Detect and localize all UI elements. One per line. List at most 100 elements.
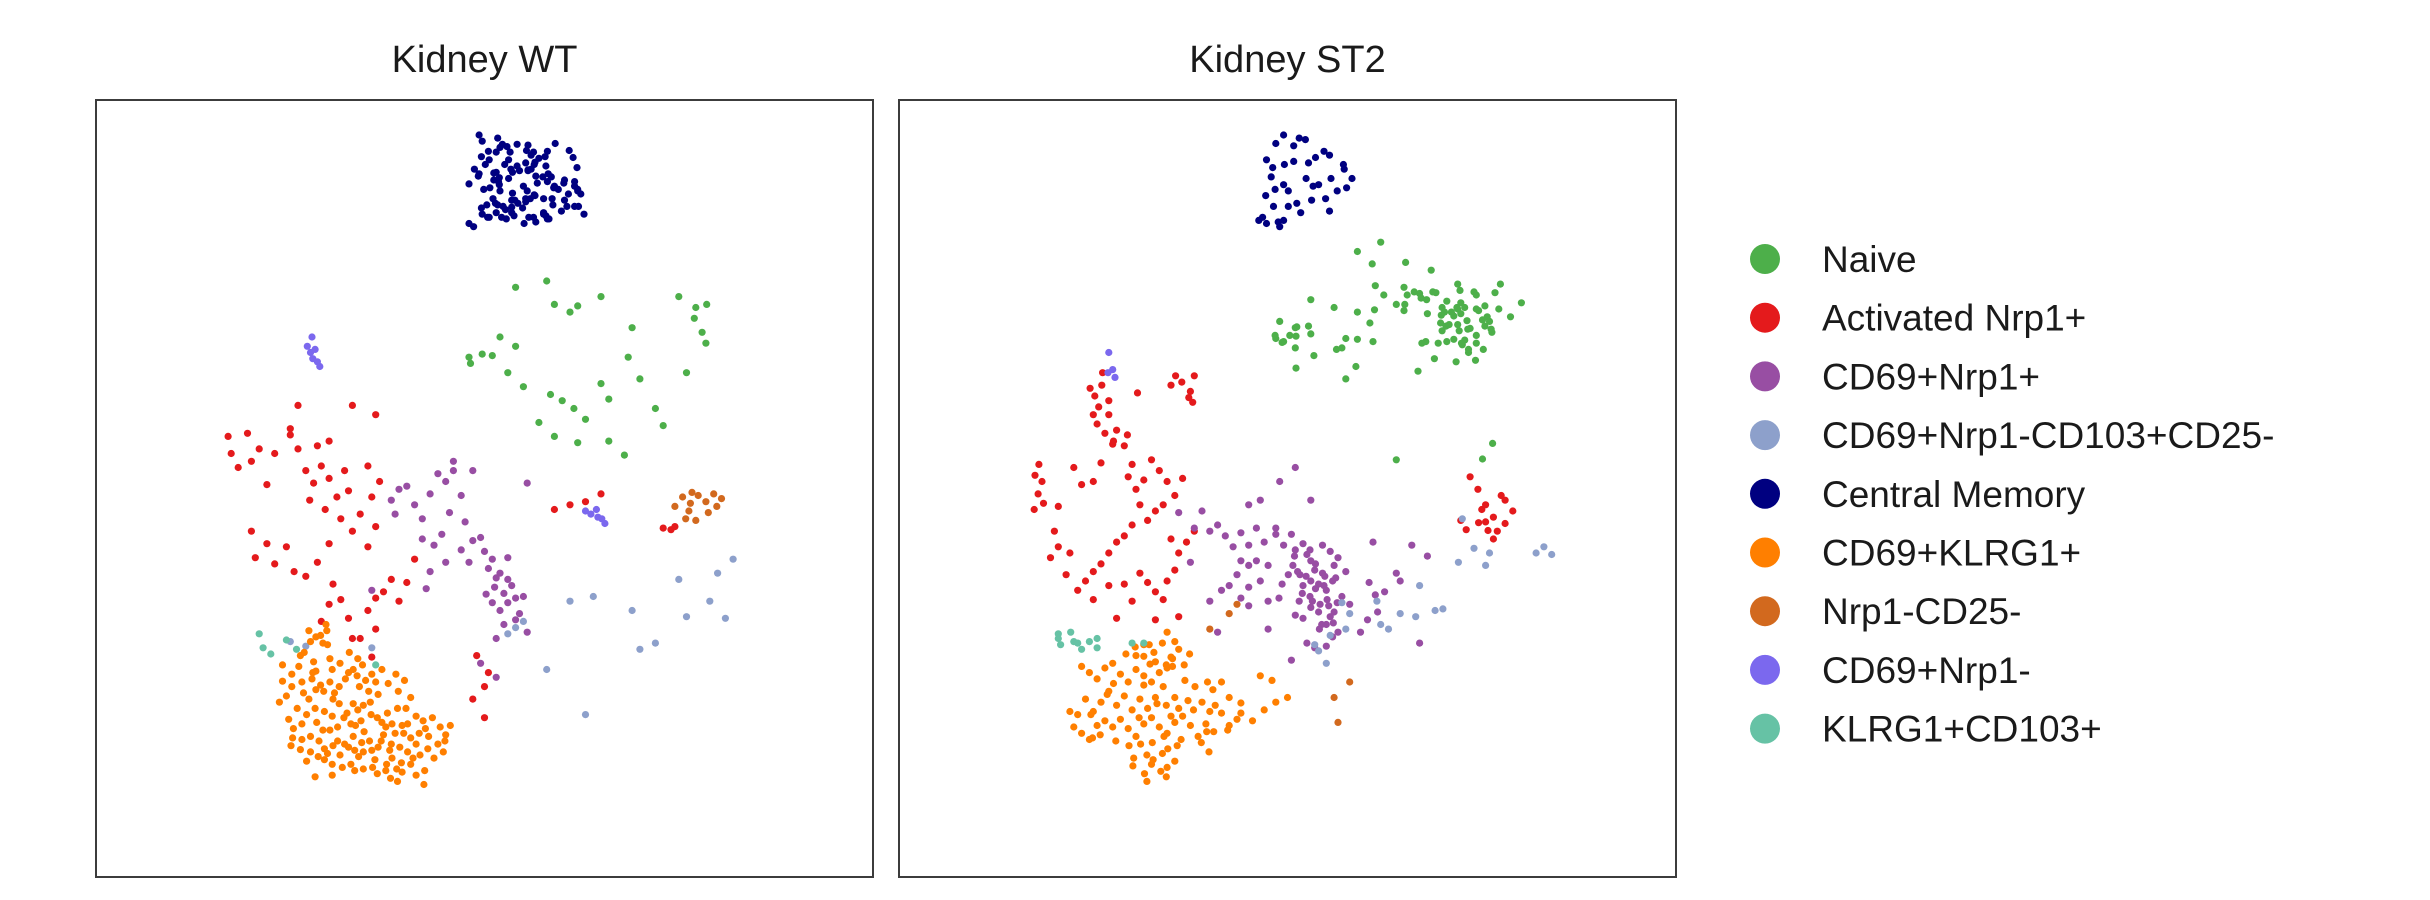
point-central-memory — [465, 180, 473, 188]
point-naive — [1479, 345, 1487, 353]
point-cd69-nrp1-cd103-cd25 — [1338, 599, 1346, 607]
point-naive — [1454, 305, 1462, 313]
point-naive — [1437, 319, 1445, 327]
point-cd69-klrg1 — [1180, 661, 1188, 669]
point-activated-nrp1 — [659, 524, 667, 532]
legend-label: CD69+Nrp1- — [1822, 650, 2031, 691]
point-activated-nrp1 — [1081, 577, 1090, 585]
point-cd69-klrg1 — [360, 728, 368, 736]
point-cd69-klrg1 — [396, 743, 404, 751]
series-cd69-nrp1 — [368, 457, 531, 681]
point-cd69-klrg1 — [320, 687, 328, 695]
point-cd69-klrg1 — [1159, 683, 1167, 691]
point-cd69-nrp1 — [1237, 557, 1245, 565]
point-activated-nrp1 — [1039, 499, 1048, 507]
point-cd69-nrp1-cd103-cd25 — [1458, 515, 1466, 523]
point-cd69-klrg1 — [1217, 709, 1226, 717]
point-central-memory — [1269, 202, 1278, 210]
point-cd69-nrp1-cd103-cd25 — [519, 617, 528, 626]
point-cd69-nrp1 — [1316, 600, 1324, 608]
point-naive — [570, 404, 578, 413]
point-cd69-klrg1 — [1113, 701, 1121, 709]
point-activated-nrp1 — [671, 523, 679, 531]
point-cd69-klrg1 — [278, 661, 287, 669]
point-cd69-nrp1 — [1329, 619, 1337, 627]
point-cd69-klrg1 — [1087, 711, 1095, 719]
point-naive — [1271, 331, 1279, 339]
point-cd69-klrg1 — [359, 701, 367, 709]
point-activated-nrp1 — [1105, 411, 1113, 419]
point-cd69-klrg1 — [1136, 695, 1144, 703]
point-cd69-klrg1 — [372, 678, 380, 686]
point-cd69-klrg1 — [287, 742, 295, 750]
point-naive — [1307, 296, 1315, 304]
point-cd69-nrp1 — [523, 479, 531, 487]
point-cd69-klrg1 — [1093, 675, 1101, 683]
point-naive — [550, 300, 559, 308]
point-cd69-klrg1 — [1103, 690, 1111, 699]
point-activated-nrp1 — [395, 597, 403, 605]
scatter-points-kidney-wt — [224, 131, 737, 789]
point-central-memory — [519, 204, 527, 212]
point-naive — [690, 314, 698, 322]
point-naive — [1454, 321, 1462, 329]
point-naive — [1455, 327, 1463, 335]
point-activated-nrp1 — [290, 568, 298, 576]
point-naive — [488, 352, 496, 360]
point-cd69-klrg1 — [351, 767, 359, 775]
point-cd69-nrp1 — [1290, 552, 1299, 560]
point-cd69-nrp1 — [511, 594, 520, 602]
point-cd69-klrg1 — [306, 732, 315, 741]
point-nrp1-cd25 — [692, 516, 700, 525]
point-naive — [620, 451, 629, 459]
point-central-memory — [495, 181, 503, 189]
point-central-memory — [1302, 174, 1310, 183]
point-activated-nrp1 — [1054, 502, 1062, 510]
point-activated-nrp1 — [1120, 532, 1128, 540]
point-activated-nrp1 — [1171, 566, 1179, 574]
point-activated-nrp1 — [341, 467, 349, 475]
point-cd69-klrg1 — [404, 720, 412, 728]
point-naive — [1423, 310, 1431, 318]
point-naive — [1454, 280, 1462, 288]
point-cd69-nrp1 — [1252, 557, 1260, 565]
point-activated-nrp1 — [356, 510, 364, 518]
point-naive — [651, 404, 660, 413]
point-naive — [1370, 306, 1379, 314]
point-central-memory — [563, 202, 571, 210]
point-activated-nrp1 — [227, 449, 235, 458]
point-cd69-nrp1 — [1363, 616, 1372, 624]
point-central-memory — [539, 173, 547, 181]
point-klrg1-cd103 — [1093, 644, 1101, 652]
point-activated-nrp1 — [1482, 518, 1490, 526]
point-central-memory — [502, 215, 510, 223]
point-cd69-nrp1 — [477, 533, 485, 542]
legend-label: Central Memory — [1822, 474, 2086, 515]
point-activated-nrp1 — [469, 695, 477, 703]
point-activated-nrp1 — [1120, 442, 1128, 450]
point-cd69-nrp1 — [1369, 538, 1377, 546]
point-cd69-nrp1 — [1298, 589, 1306, 598]
point-cd69-nrp1 — [426, 568, 434, 576]
point-cd69-klrg1 — [1203, 728, 1211, 736]
point-activated-nrp1 — [243, 429, 252, 437]
legend-label: Nrp1-CD25- — [1822, 591, 2021, 632]
point-activated-nrp1 — [368, 653, 376, 661]
point-activated-nrp1 — [1046, 554, 1055, 562]
point-cd69-nrp1 — [1206, 527, 1214, 535]
point-naive — [702, 339, 710, 347]
point-naive — [1463, 317, 1471, 325]
point-cd69-klrg1 — [415, 729, 423, 737]
legend-item-central-memory: Central Memory — [1750, 474, 2086, 515]
point-naive — [1475, 307, 1483, 315]
point-naive — [1293, 323, 1301, 331]
point-activated-nrp1 — [1123, 431, 1131, 439]
point-activated-nrp1 — [1151, 616, 1159, 624]
point-cd69-klrg1 — [1109, 679, 1118, 688]
plot-frame-kidney-wt — [95, 99, 874, 878]
point-cd69-klrg1 — [434, 740, 442, 748]
point-activated-nrp1 — [251, 554, 259, 562]
point-cd69-klrg1 — [1093, 721, 1101, 730]
point-cd69-nrp1 — [461, 518, 469, 526]
point-cd69-nrp1-cd103-cd25 — [1412, 613, 1420, 621]
